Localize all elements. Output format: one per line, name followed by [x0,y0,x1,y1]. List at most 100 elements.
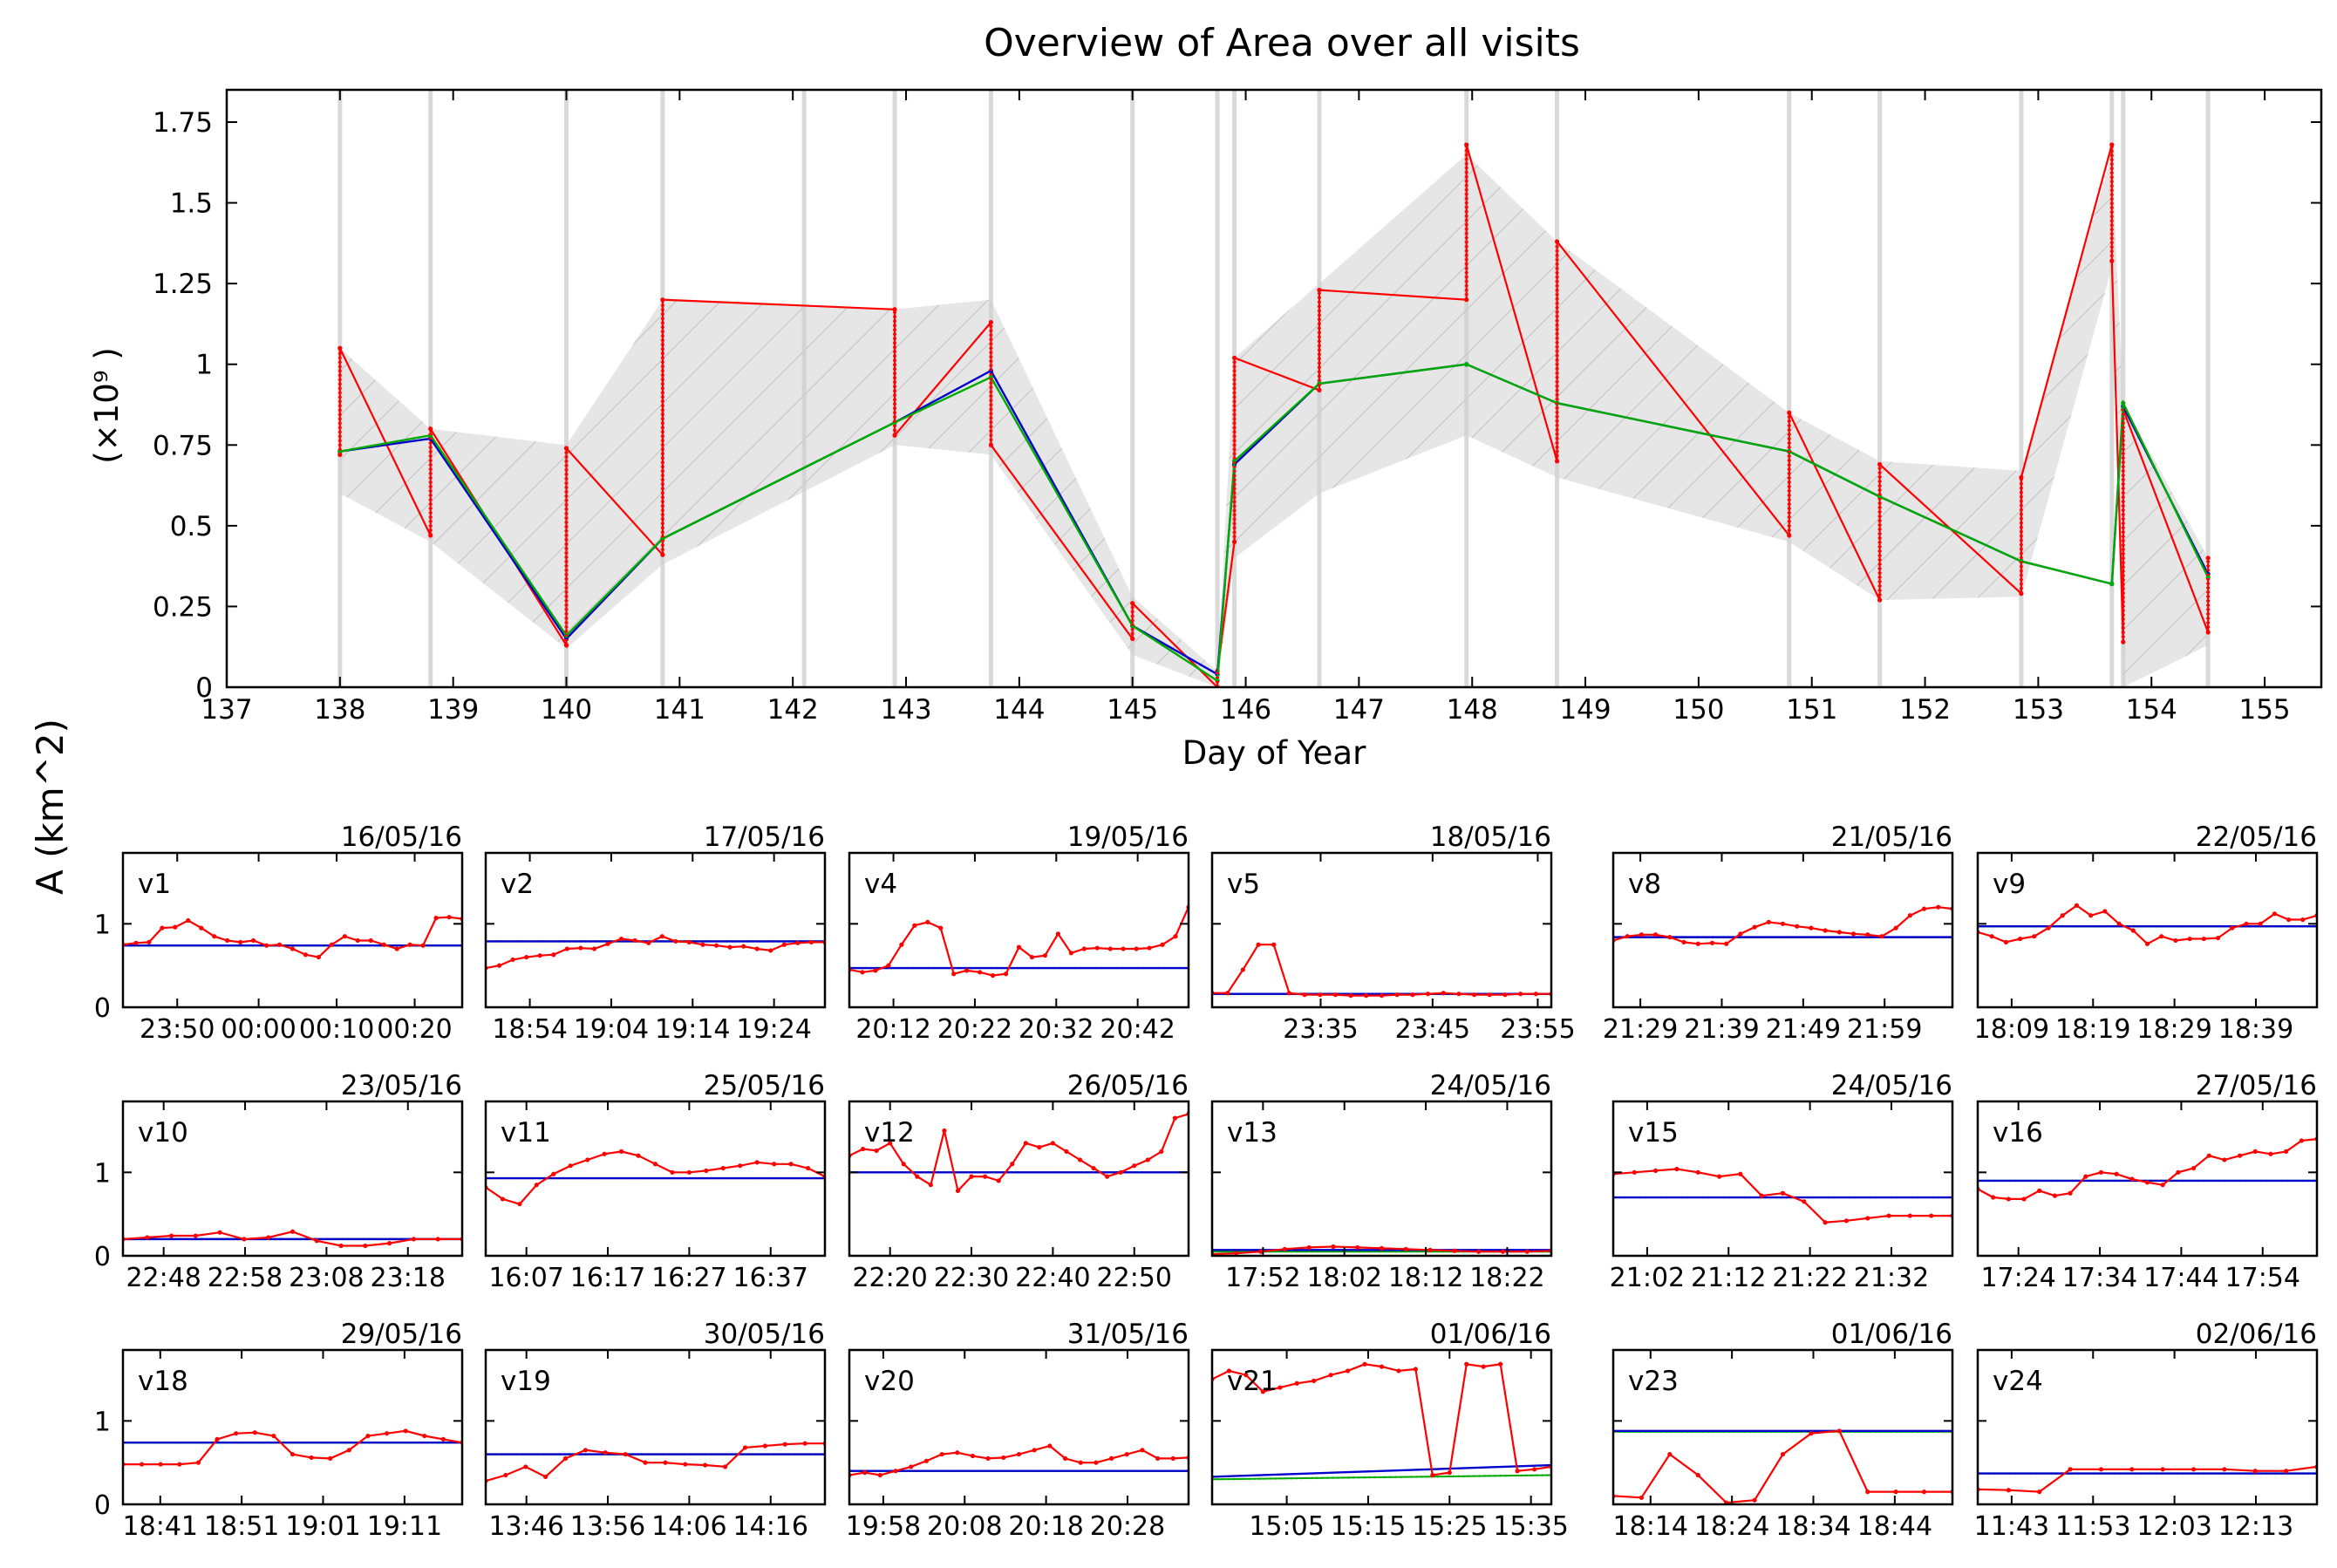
panel-observed-point [990,973,996,978]
x-tick-label: 145 [1107,694,1158,726]
panel-observed-point [140,1462,145,1467]
panel-observed-point [951,971,957,977]
panel-model-line [1212,1474,1551,1481]
panel-observed-point [1010,1162,1015,1167]
y-tick-label: 1.25 [153,269,213,300]
panel-observed-point [1843,1218,1850,1224]
main-chart: 137 138 139 140 141 142 143 144 145 146 147 148 149 1… [153,88,2323,726]
panel-v13: 17:52 18:02 18:12 18:22 v13 24/05/16 [1210,1070,1553,1293]
panel-observed-point [1170,1456,1175,1461]
panel-observed-point [1379,1245,1385,1251]
panel-observed-point [363,1243,368,1249]
panel-frame [121,851,464,1009]
panel-observed-point [534,1183,539,1188]
panel-observed-point [1430,1472,1435,1478]
panel-visit-label: v23 [1628,1366,1679,1397]
main-plot-frame [225,88,2323,689]
panel-observed-point [1936,904,1941,910]
panel-observed-point [500,1196,506,1202]
panel-observed-point [1809,1431,1814,1436]
panel-observed-point [928,1183,933,1188]
panel-observed-point [346,1448,351,1453]
panel-observed-point [1865,1490,1870,1495]
panel-observed-point [2187,936,2192,942]
panel-frame [1611,851,1954,1009]
panel-observed-line [1212,944,1551,997]
panel-x-tick-label: 21:22 [1772,1263,1847,1293]
panel-observed-point [1893,925,1898,931]
panel-observed-point [636,1153,641,1158]
panel-observed-point [1234,1251,1239,1256]
panel-observed-point [215,1436,220,1442]
panel-observed-point [585,1157,590,1162]
series-model-point [660,536,665,542]
panel-observed-point [619,936,624,942]
panel-date-label: 16/05/16 [341,821,462,853]
panel-x-tick-label: 23:35 [1283,1014,1358,1045]
panel-observed-point [2130,928,2136,933]
panel-x-tick-label: 16:27 [651,1263,726,1293]
panel-observed-point [1302,992,1307,998]
panel-observed-point [496,963,502,968]
panel-observed-point [1716,1174,1722,1179]
panel-x-tick-label: 18:54 [492,1014,567,1045]
panel-observed-point [1047,1443,1053,1449]
y-tick-label: 1.75 [153,107,213,139]
panel-observed-point [276,942,283,947]
panel-x-tick-label: 20:18 [1008,1511,1083,1542]
panel-observed-point [1260,1389,1265,1394]
panel-observed-point [909,1464,914,1469]
panel-observed-point [1464,1361,1469,1367]
panel-frame [1611,1348,1954,1506]
envelope-area [339,154,2209,687]
x-tick-label: 142 [767,694,819,726]
panel-date-label: 26/05/16 [1067,1070,1189,1101]
panel-observed-point [168,1233,174,1238]
panel-observed-point [727,944,732,950]
panel-observed-point [199,925,204,931]
panel-observed-point [1172,1115,1178,1121]
panel-observed-point [782,1442,787,1447]
panel-observed-point [1681,939,1686,944]
panel-visit-label: v4 [864,869,897,900]
panel-observed-point [2222,1467,2227,1472]
panel-observed-point [1502,992,1508,998]
x-axis-label: Day of Year [1182,734,1366,772]
panel-observed-point [1140,1448,1145,1453]
panel-observed-point [314,1238,319,1244]
panel-v23: 18:14 18:24 18:34 18:44 v23 01/06/16 [1611,1319,1954,1542]
panel-v10: 22:48 22:58 23:08 23:18 0 1 v10 23/05/16 [94,1070,464,1293]
panel-observed-point [1257,1249,1264,1254]
panel-frame [121,1348,464,1506]
panel-x-tick-label: 23:45 [1395,1014,1470,1045]
panel-observed-point [2144,941,2150,946]
panel-x-tick-label: 22:40 [1015,1263,1090,1293]
panel-observed-point [1865,932,1870,937]
panel-observed-point [659,934,664,939]
panel-observed-point [146,939,152,944]
panel-x-tick-label: 16:37 [733,1263,808,1293]
panel-visit-label: v5 [1227,869,1260,900]
panel-observed-point [266,1235,271,1240]
panel-observed-point [238,939,243,944]
panel-visit-label: v18 [138,1366,188,1397]
panel-x-tick-label: 21:29 [1603,1014,1678,1045]
panel-observed-point [145,1235,150,1240]
x-tick-label: 137 [201,694,252,726]
panel-observed-point [1667,1451,1673,1457]
x-tick-label: 155 [2238,694,2290,726]
panel-visit-label: v24 [1993,1366,2043,1397]
panel-y-tick-label: 1 [94,1158,111,1189]
panel-v20: 19:58 20:08 20:18 20:28 v20 31/05/16 [846,1319,1190,1542]
panel-x-tick-label: 22:30 [934,1263,1009,1293]
panel-observed-point [1533,992,1538,997]
panel-x-tick-label: 15:05 [1249,1511,1324,1542]
panel-observed-point [1107,946,1113,951]
panel-observed-point [368,937,373,944]
panel-series [1613,1428,1952,1504]
panel-observed-point [1132,1163,1137,1169]
x-tick-label: 152 [1899,694,1951,726]
panel-observed-point [1780,1190,1786,1196]
panel-observed-point [2284,1149,2289,1155]
panel-observed-point [1625,934,1630,939]
